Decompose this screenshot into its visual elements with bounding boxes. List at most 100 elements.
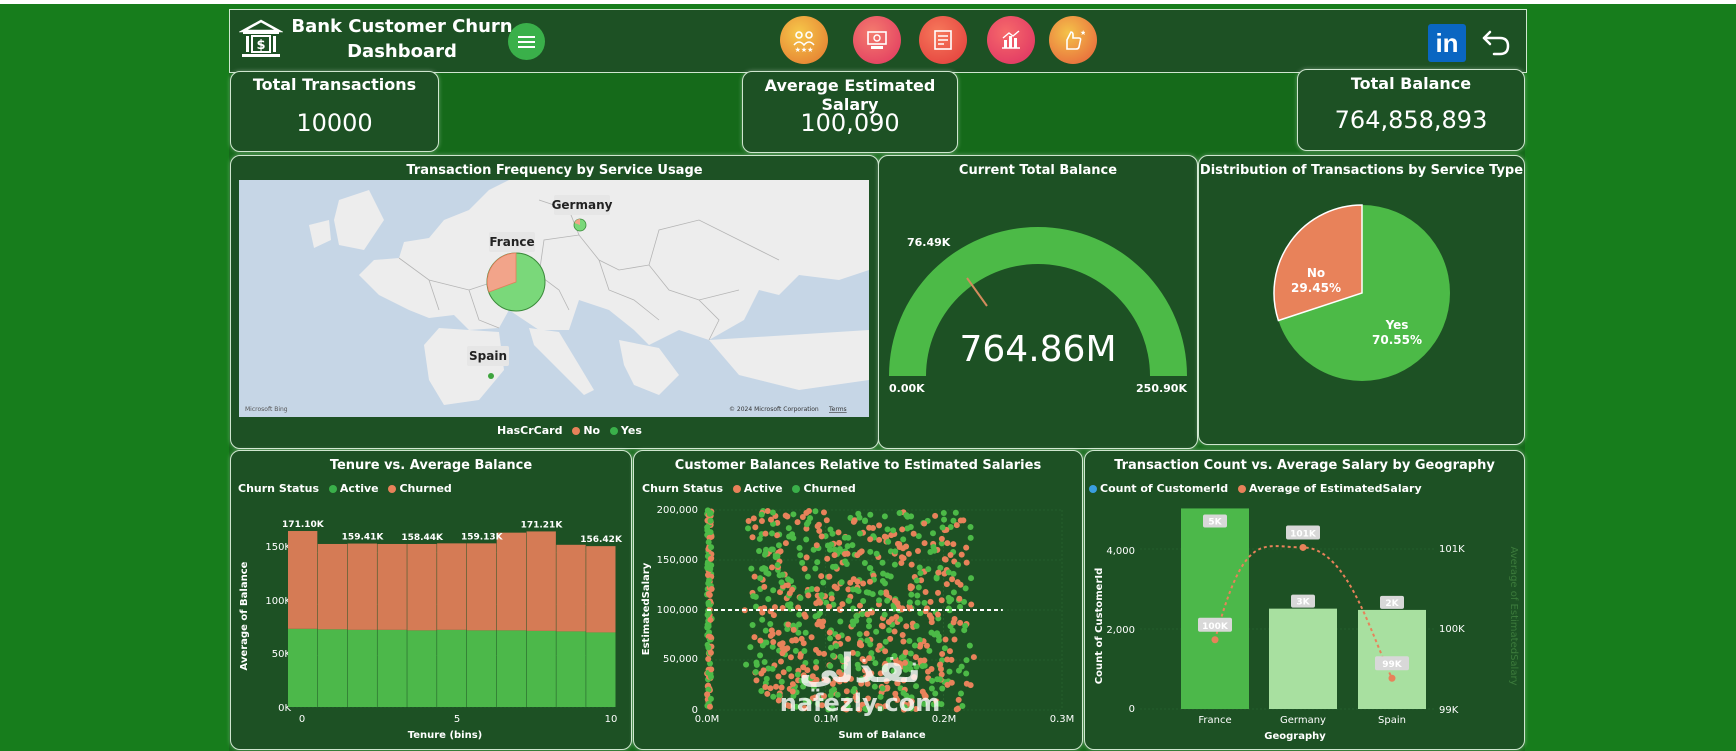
scatter-point <box>833 643 840 650</box>
scatter-point <box>796 611 803 618</box>
map-pie-germany[interactable] <box>573 218 587 232</box>
scatter-point <box>749 621 756 628</box>
scatter-point <box>914 599 921 606</box>
scatter-point <box>911 642 918 649</box>
scatter-point <box>707 649 714 656</box>
tenure-bar-chart[interactable]: Average of Balance 150K 100K 50K 0K 0 5 … <box>231 451 631 749</box>
scatter-point <box>707 616 714 623</box>
map-terms-link[interactable]: Terms <box>828 406 847 413</box>
map-pie-spain[interactable] <box>488 373 494 379</box>
gauge-arc <box>889 227 1187 376</box>
scatter-point <box>793 703 800 710</box>
europe-map[interactable]: Germany France Spain Microsoft Bing © 20… <box>239 180 869 417</box>
scatter-point <box>824 555 831 562</box>
scatter-point <box>891 628 898 635</box>
back-arrow-icon[interactable] <box>1478 24 1514 60</box>
gauge-min-label: 0.00K <box>889 382 925 395</box>
scatter-point <box>921 520 928 527</box>
legend-dot-icon <box>1237 485 1246 493</box>
legend-item: Yes <box>620 424 642 437</box>
line-label: 101K <box>1290 529 1317 539</box>
legend-dot-icon <box>609 427 618 435</box>
gauge-chart[interactable]: 764.86M 76.49K 0.00K 250.90K <box>879 156 1197 448</box>
scatter-point <box>957 603 964 610</box>
scatter-chart[interactable]: EstimatedSalary 200,000 150,000 100,000 … <box>634 451 1082 749</box>
bar-churned <box>317 543 348 630</box>
scatter-point <box>829 563 836 570</box>
scatter-point <box>820 692 827 699</box>
scatter-point <box>705 580 712 587</box>
scatter-point <box>910 530 917 537</box>
scatter-point <box>827 635 834 642</box>
scatter-point <box>764 508 771 515</box>
scatter-point <box>768 546 775 553</box>
panel-title: Current Total Balance <box>958 163 1118 178</box>
scatter-point <box>757 575 764 582</box>
scatter-point <box>784 513 791 520</box>
geo-combo-chart[interactable]: Count of CustomerId Average of Estimated… <box>1085 451 1524 749</box>
pie-chart[interactable]: No 29.45% Yes 70.55% <box>1199 156 1524 444</box>
scatter-point <box>841 550 848 557</box>
scatter-point <box>866 564 873 571</box>
scatter-point <box>794 671 801 678</box>
scatter-point <box>808 585 815 592</box>
app-title-line2: Dashboard <box>347 41 457 62</box>
menu-button[interactable] <box>508 23 545 60</box>
y-tick: 2,000 <box>1106 625 1135 636</box>
scatter-point <box>818 592 825 599</box>
scatter-point <box>915 533 922 540</box>
scatter-point <box>934 676 941 683</box>
scatter-point <box>818 702 825 709</box>
y-tick: 0K <box>278 703 291 714</box>
scatter-point <box>706 591 713 598</box>
nav-transactions-button[interactable] <box>919 16 967 64</box>
scatter-point <box>803 521 810 528</box>
scatter-point <box>928 629 935 636</box>
scatter-point <box>929 530 936 537</box>
scatter-point <box>765 570 772 577</box>
scatter-point <box>845 534 852 541</box>
scatter-point <box>706 703 713 710</box>
feedback-icon: ★ <box>1066 29 1085 50</box>
bar-churned <box>407 543 437 631</box>
map-pie-france[interactable] <box>486 252 546 312</box>
legend-dot-icon <box>792 485 801 493</box>
pie-slice-no[interactable] <box>1273 204 1363 322</box>
nav-customers-button[interactable]: ★★★ <box>780 16 828 64</box>
scatter-point <box>963 670 970 677</box>
scatter-point <box>705 599 712 606</box>
scatter-point <box>765 596 772 603</box>
scatter-point <box>908 513 915 520</box>
scatter-point <box>950 541 957 548</box>
bar-active <box>526 630 556 707</box>
nav-analytics-button[interactable] <box>987 16 1035 64</box>
scatter-point <box>775 542 782 549</box>
gauge-max-label: 250.90K <box>1136 382 1187 395</box>
scatter-point <box>868 670 875 677</box>
scatter-point <box>893 660 900 667</box>
scatter-point <box>798 635 805 642</box>
scatter-point <box>843 698 850 705</box>
scatter-point <box>860 598 867 605</box>
nav-feedback-button[interactable]: ★ <box>1049 16 1097 64</box>
scatter-point <box>881 664 888 671</box>
scatter-point <box>937 661 944 668</box>
scatter-point <box>903 623 910 630</box>
legend-item: Churned <box>803 482 856 495</box>
scatter-point <box>867 511 874 518</box>
y-tick: 4,000 <box>1106 546 1135 557</box>
scatter-point <box>828 644 835 651</box>
scatter-point <box>813 600 820 607</box>
scatter-point <box>937 564 944 571</box>
scatter-point <box>951 616 958 623</box>
y-axis-title: Average of Balance <box>239 561 250 670</box>
scatter-point <box>949 576 956 583</box>
scatter-point <box>899 632 906 639</box>
scatter-point <box>805 507 812 514</box>
scatter-point <box>762 530 769 537</box>
linkedin-button[interactable]: in <box>1428 24 1466 62</box>
bar-churned <box>526 531 556 631</box>
scatter-point <box>836 545 843 552</box>
scatter-point <box>784 582 791 589</box>
nav-services-button[interactable] <box>853 16 901 64</box>
